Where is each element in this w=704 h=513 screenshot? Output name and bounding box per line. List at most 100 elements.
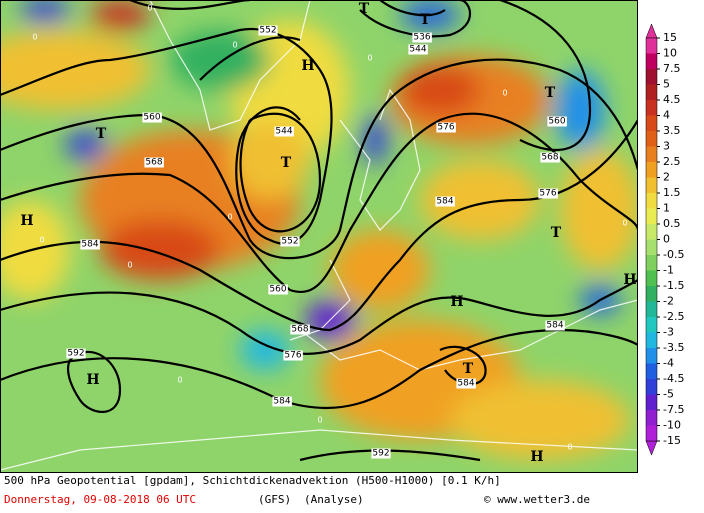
- colorbar-segment: [646, 255, 657, 271]
- contour-label-bg: [456, 378, 476, 389]
- pressure-center: H: [301, 58, 314, 74]
- coastlines: [0, 0, 638, 471]
- colorbar-label: -2.5: [663, 310, 684, 323]
- zero-label: 0: [317, 416, 322, 425]
- zero-label: 0: [32, 33, 37, 42]
- contour-label: 560: [143, 113, 160, 123]
- contour-label: 576: [539, 189, 556, 199]
- colorbar-segment: [646, 286, 657, 302]
- zero-label: 0: [622, 219, 627, 228]
- contour-label-bg: [268, 284, 288, 295]
- pressure-center: T: [281, 155, 292, 171]
- colorbar-segment: [646, 379, 657, 395]
- colorbar-segment: [646, 270, 657, 286]
- colorbar-label: 0.5: [663, 217, 681, 230]
- zero-label: 0: [127, 261, 132, 270]
- contour-label-bg: [538, 188, 558, 199]
- colorbar-label: -2: [663, 295, 674, 308]
- contour-label: 576: [284, 351, 301, 361]
- contour-label: 584: [457, 379, 474, 389]
- colorbar-segment: [646, 348, 657, 364]
- zero-label: 0: [232, 41, 237, 50]
- contour-label-bg: [435, 196, 455, 207]
- contour-label-bg: [412, 32, 432, 43]
- contour-label-bg: [408, 44, 428, 55]
- pressure-center: T: [420, 12, 431, 28]
- colorbar-label: 1.5: [663, 186, 681, 199]
- colorbar-label: 1: [663, 202, 670, 215]
- colorbar-label: -3: [663, 326, 674, 339]
- colorbar-segment: [646, 53, 657, 69]
- pressure-center: H: [530, 449, 543, 465]
- contour-label-bg: [545, 320, 565, 331]
- contour-label-bg: [258, 25, 278, 36]
- colorbar-segment: [646, 239, 657, 255]
- colorbar-label: 5: [663, 78, 670, 91]
- colorbar-label: -3.5: [663, 341, 684, 354]
- zero-label: 0: [147, 4, 152, 13]
- pressure-center: T: [96, 126, 107, 142]
- colorbar-label: 7.5: [663, 62, 681, 75]
- pressure-center: H: [450, 294, 463, 310]
- colorbar-segment: [646, 69, 657, 85]
- contour-label-bg: [547, 116, 567, 127]
- colorbar-label: 3: [663, 140, 670, 153]
- colorbar-segment: [646, 193, 657, 209]
- colorbar-label: 3.5: [663, 124, 681, 137]
- contour-label-bg: [371, 448, 391, 459]
- zero-label: 0: [177, 376, 182, 385]
- colorbar-label: -1.5: [663, 279, 684, 292]
- colorbar-label: -4.5: [663, 372, 684, 385]
- colorbar-segment: [646, 131, 657, 147]
- contour-label: 560: [548, 117, 565, 127]
- zero-label: 0: [367, 54, 372, 63]
- contour-label-bg: [66, 348, 86, 359]
- contour-label: 568: [541, 153, 558, 163]
- colorbar: 15 10 7.5 5 4.5 4 3.5 3 2.5 2 1.5 1 0.5 0 -0.5 -1 -1.5 -2…: [645, 23, 684, 456]
- colorbar-segment: [646, 208, 657, 224]
- colorbar-label: -7.5: [663, 403, 684, 416]
- footer-model: (GFS): [258, 493, 291, 506]
- contour-label: 568: [291, 325, 308, 335]
- footer-run: (Analyse): [304, 493, 364, 506]
- colorbar-label: 4: [663, 109, 670, 122]
- contour-label-bg: [142, 112, 162, 123]
- contour-label-bg: [274, 126, 294, 137]
- contour-label: 584: [546, 321, 563, 331]
- colorbar-label: -10: [663, 419, 681, 432]
- contour-label: 552: [281, 237, 298, 247]
- contour-label: 584: [436, 197, 453, 207]
- footer-credit: © www.wetter3.de: [484, 493, 590, 506]
- pressure-center: T: [545, 85, 556, 101]
- colorbar-label: 2.5: [663, 155, 681, 168]
- pressure-center: T: [551, 225, 562, 241]
- contour-label: 552: [259, 26, 276, 36]
- contour-label: 592: [67, 349, 84, 359]
- contour-label: 544: [275, 127, 292, 137]
- pressure-center: H: [20, 213, 33, 229]
- colorbar-segment: [646, 38, 657, 54]
- pressure-center: H: [86, 372, 99, 388]
- colorbar-segment: [646, 317, 657, 333]
- footer-description: 500 hPa Geopotential [gpdam], Schichtdic…: [4, 474, 501, 487]
- contour-label-bg: [290, 324, 310, 335]
- zero-label: 0: [39, 236, 44, 245]
- colorbar-label: 15: [663, 31, 677, 44]
- colorbar-segment: [646, 177, 657, 193]
- contour-label: 576: [437, 123, 454, 133]
- map: 552 536 544 560 544 576 560 568 568 576 584 584 552 5…: [0, 0, 638, 473]
- colorbar-segment: [646, 332, 657, 348]
- footer-date: Donnerstag, 09-08-2018 06 UTC: [4, 493, 196, 506]
- contour-label: 544: [409, 45, 426, 55]
- contour-label: 592: [372, 449, 389, 459]
- colorbar-label: 2: [663, 171, 670, 184]
- contour-label-bg: [283, 350, 303, 361]
- contour-label-bg: [436, 122, 456, 133]
- colorbar-label: 0: [663, 233, 670, 246]
- colorbar-segment: [646, 146, 657, 162]
- colorbar-label: -15: [663, 434, 681, 447]
- colorbar-segment: [646, 100, 657, 116]
- contour-label: 568: [145, 158, 162, 168]
- colorbar-label: -0.5: [663, 248, 684, 261]
